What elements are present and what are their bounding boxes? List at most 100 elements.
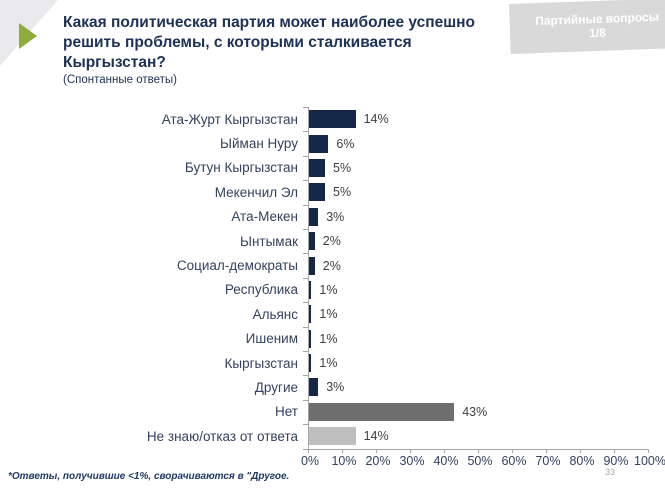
value-label: 14% xyxy=(363,112,389,127)
category-axis-tick xyxy=(303,351,308,352)
bar-chart: Ата-Журт Кыргызстан 14% Ыйман Нуру 6% Бутун … xyxy=(0,107,665,448)
value-label: 43% xyxy=(462,404,488,419)
bar xyxy=(308,305,312,324)
bar xyxy=(308,378,319,397)
value-axis-tick xyxy=(546,449,547,453)
chart-row: Ынтымак 2% xyxy=(0,229,665,253)
value-label: 6% xyxy=(336,136,355,151)
value-axis-tick-label: 30% xyxy=(399,454,425,468)
page-subtitle: (Спонтанные ответы) xyxy=(63,74,177,86)
category-label: Кыргызстан xyxy=(224,355,299,371)
chart-row: Мекенчил Эл 5% xyxy=(0,180,665,204)
category-axis-tick xyxy=(303,424,308,426)
value-label: 14% xyxy=(363,429,389,444)
chart-row: Не знаю/отказ от ответа 14% xyxy=(0,424,665,448)
category-label: Ыйман Нуру xyxy=(220,136,298,152)
chart-row: Ата-Мекен 3% xyxy=(0,205,665,229)
bar-area: 5% xyxy=(308,180,665,204)
category-label: Мекенчил Эл xyxy=(214,184,298,200)
green-arrow-icon xyxy=(19,23,37,49)
bar xyxy=(308,280,312,299)
chart-row: Кыргызстан 1% xyxy=(0,351,665,375)
page-number: 33 xyxy=(605,467,616,477)
value-axis-tick-label: 70% xyxy=(535,454,561,468)
category-axis-tick xyxy=(303,375,308,377)
category-label: Республика xyxy=(224,282,298,298)
value-axis-tick xyxy=(376,449,377,453)
bar-area: 2% xyxy=(308,229,665,253)
value-axis-tick xyxy=(580,449,581,453)
bar-area: 43% xyxy=(308,400,665,424)
category-axis-tick xyxy=(303,229,308,230)
category-axis-tick xyxy=(303,326,308,328)
category-axis-tick xyxy=(303,155,308,157)
bar xyxy=(308,134,329,153)
bar-area: 1% xyxy=(308,327,665,351)
page-title: Какая политическая партия может наиболее… xyxy=(63,14,475,71)
value-axis-tick xyxy=(444,449,445,453)
bar-area: 1% xyxy=(308,278,665,302)
bar xyxy=(308,207,319,226)
category-label: Альянс xyxy=(252,306,298,322)
bar-area: 1% xyxy=(308,302,665,326)
value-axis-tick-label: 40% xyxy=(433,454,459,468)
value-axis-tick xyxy=(342,449,343,453)
value-axis-tick-label: 0% xyxy=(300,454,320,468)
category-label: Ата-Мекен xyxy=(231,209,298,225)
category-axis-tick xyxy=(303,180,308,182)
chart-row: Другие 3% xyxy=(0,375,665,399)
category-axis-tick xyxy=(303,448,308,450)
value-axis-tick-label: 90% xyxy=(603,454,629,468)
bar xyxy=(308,256,315,275)
chart-row: Социал-демократы 2% xyxy=(0,253,665,277)
category-axis-tick xyxy=(303,204,308,206)
chart-row: Альянс 1% xyxy=(0,302,665,326)
value-axis-tick-label: 50% xyxy=(467,454,493,468)
chart-row: Республика 1% xyxy=(0,278,665,302)
category-label: Другие xyxy=(254,379,298,395)
category-label: Нет xyxy=(275,404,298,420)
bar xyxy=(308,158,325,177)
bar-area: 3% xyxy=(308,205,665,229)
value-axis-tick-label: 10% xyxy=(331,454,357,468)
value-axis-tick-label: 100% xyxy=(634,454,665,468)
bar-area: 14% xyxy=(308,424,665,448)
category-label: Ата-Журт Кыргызстан xyxy=(161,111,298,127)
value-label: 1% xyxy=(319,307,338,322)
category-label: Ынтымак xyxy=(240,233,298,249)
value-axis-tick-label: 60% xyxy=(501,454,527,468)
category-axis-tick xyxy=(303,302,308,304)
chart-row: Ата-Журт Кыргызстан 14% xyxy=(0,107,665,131)
bar-area: 5% xyxy=(308,156,665,180)
bar xyxy=(308,183,325,202)
bar-area: 14% xyxy=(308,107,665,131)
value-label: 2% xyxy=(322,258,341,273)
chart-row: Нет 43% xyxy=(0,400,665,424)
value-label: 1% xyxy=(319,282,338,297)
value-axis-tick xyxy=(478,449,479,453)
category-label: Социал-демократы xyxy=(176,258,298,274)
bar xyxy=(308,402,455,421)
value-label: 1% xyxy=(319,331,338,346)
value-axis-tick xyxy=(614,449,615,453)
category-label: Бутун Кыргызстан xyxy=(184,160,298,176)
bar xyxy=(308,110,356,129)
value-axis-tick-label: 20% xyxy=(365,454,391,468)
section-badge: Партийные вопросы 1/8 xyxy=(509,0,665,54)
value-label: 1% xyxy=(319,356,338,371)
value-label: 5% xyxy=(333,185,352,200)
value-axis-tick xyxy=(410,449,411,453)
chart-row: Ыйман Нуру 6% xyxy=(0,131,665,155)
bar xyxy=(308,329,312,348)
value-label: 3% xyxy=(326,209,345,224)
chart-row: Ишеним 1% xyxy=(0,327,665,351)
category-axis-tick xyxy=(303,253,308,255)
bar-area: 6% xyxy=(308,131,665,155)
category-axis-tick xyxy=(303,277,308,279)
value-label: 3% xyxy=(326,380,345,395)
bar-area: 3% xyxy=(308,375,665,399)
chart-row: Бутун Кыргызстан 5% xyxy=(0,156,665,180)
category-label: Не знаю/отказ от ответа xyxy=(146,428,298,444)
value-axis-tick xyxy=(512,449,513,453)
